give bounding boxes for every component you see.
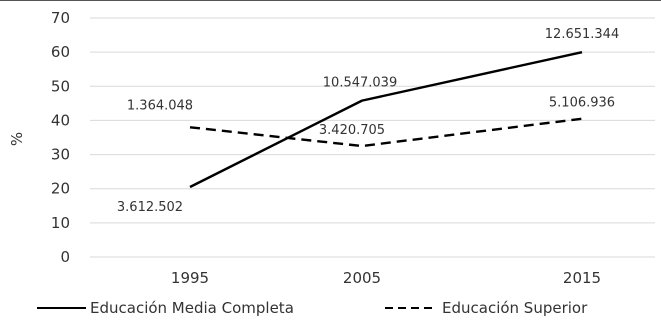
legend-label-superior: Educación Superior — [442, 299, 588, 317]
legend: Educación Media Completa Educación Super… — [37, 299, 588, 317]
legend-label-media: Educación Media Completa — [90, 299, 294, 317]
data-label: 5.106.936 — [549, 96, 615, 111]
y-tick-label: 50 — [51, 77, 70, 95]
data-label: 3.612.502 — [117, 200, 183, 215]
data-label: 1.364.048 — [127, 98, 193, 113]
y-axis-ticks: 0 10 20 30 40 50 60 70 — [51, 9, 70, 266]
series-line-media — [189, 50, 583, 189]
y-tick-label: 10 — [51, 214, 70, 232]
x-axis-ticks: 1995 2005 2015 — [171, 269, 601, 287]
y-tick-label: 30 — [51, 146, 70, 164]
y-tick-label: 70 — [51, 9, 70, 27]
series-line-superior — [189, 117, 583, 148]
y-tick-label: 20 — [51, 180, 70, 198]
y-tick-label: 40 — [51, 111, 70, 129]
y-axis-label: % — [8, 132, 26, 146]
y-tick-label: 60 — [51, 43, 70, 61]
y-tick-label: 0 — [60, 248, 70, 266]
x-tick-label: 1995 — [171, 269, 209, 287]
data-label: 12.651.344 — [545, 27, 619, 42]
grid-lines — [90, 17, 655, 258]
data-labels: 3.612.502 10.547.039 12.651.344 1.364.048 3.… — [117, 27, 619, 215]
x-tick-label: 2005 — [343, 269, 381, 287]
data-label: 3.420.705 — [319, 123, 385, 138]
x-tick-label: 2015 — [563, 269, 601, 287]
data-label: 10.547.039 — [323, 76, 397, 91]
series-lines — [189, 50, 583, 189]
